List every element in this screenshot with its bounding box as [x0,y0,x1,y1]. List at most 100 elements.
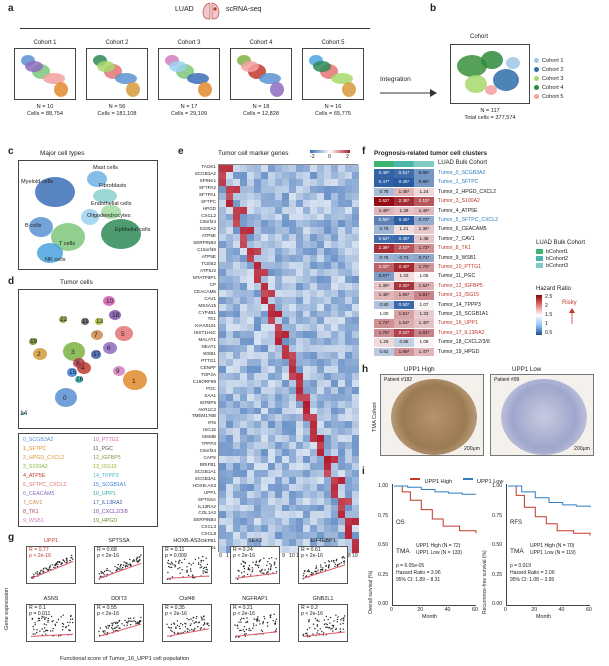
scatter-point [189,629,191,631]
heatmap-cell [240,532,248,540]
heatmap-cell [317,428,325,436]
heatmap-cell [261,178,269,187]
heatmap-cell [331,178,339,187]
heatmap-cell [282,338,290,346]
heatmap-cell [226,199,234,207]
scatter-point [169,566,171,569]
heatmap-cell [282,220,290,228]
scatter-point [270,565,272,568]
cluster-label: Tumor_10_PTTG1 [438,264,482,270]
heatmap-cell [268,178,276,187]
scatter-point [328,627,331,629]
heatmap-cell [233,421,241,429]
heatmap-cell [345,199,353,207]
cohort-n: N = 10 [36,104,54,110]
km-high-n: UPP1 High (N = 70) [530,543,575,549]
scatter-point [184,622,186,625]
scatter-point [167,562,169,564]
heatmap-cell [261,171,269,180]
heatmap-cell [219,532,227,540]
heatmap-cell [303,317,311,325]
heatmap-cell [247,227,255,235]
scatter-point [70,554,73,557]
heatmap-cell [247,442,255,450]
scatter-gene-title: Ctsf48 [179,596,195,602]
heatmap-cell [324,192,332,200]
tumor-cluster [113,366,125,377]
scatter-point [127,564,129,566]
correlation-stat: R = 0.55 [97,605,117,611]
km-curve-low [394,485,476,495]
km-curve-low [508,485,591,508]
scatter-point [340,619,342,621]
heatmap-cell [324,442,332,450]
umap-cluster [43,73,65,84]
heatmap-cell [331,338,339,346]
heatmap-cell [303,490,311,498]
heatmap-cell [226,476,234,484]
heatmap-cell [233,338,241,346]
heatmap-cell [310,331,318,339]
panel-label-f: f [362,146,366,157]
heatmap-cell [226,289,234,297]
heatmap-cell [268,428,276,436]
tumor-cluster-number: 3 [71,349,75,356]
heatmap-cell [331,262,339,270]
regression-line [98,623,142,637]
heatmap-cell [219,428,227,436]
km-low-n: UPP1 Low (N = 119) [530,550,576,556]
heatmap-cell [296,352,304,360]
scatter-point [168,563,170,565]
heatmap-cell [275,317,283,325]
scatter-point [255,561,257,564]
scatter-point [244,562,247,564]
scatter-point [136,556,138,558]
heatmap-cell [282,171,290,180]
heatmap-cell [331,442,339,450]
prognosis-title: Prognosis-related tumor cell clusters [374,150,487,157]
hazard-ratio-cell: 0.58* [374,216,394,225]
heatmap-cell [275,185,283,193]
heatmap-cell [317,303,325,311]
hazard-ratio-cell: 1.76* [374,328,394,338]
heatmap-cell [282,185,290,193]
heatmap-cell [275,539,283,547]
heatmap-cell [261,435,269,443]
heatmap-cell [240,504,248,512]
heatmap-cell [289,359,297,367]
heatmap-cell [352,296,360,304]
heatmap-cell [303,456,311,464]
heatmap-cell [331,525,339,533]
heatmap-cell [338,165,346,173]
heatmap-cell [338,310,346,318]
heatmap-cell [282,469,290,478]
scatter-point [137,560,139,562]
heatmap-cell [331,213,339,221]
heatmap-cell [331,490,339,498]
luad-label: LUAD [175,6,194,13]
heatmap-cell [226,345,234,353]
heatmap-cell [303,386,311,394]
scatter-point [98,630,100,633]
heatmap-cell [226,331,234,339]
scatter-point [195,621,198,623]
heatmap-cell [331,324,339,332]
heatmap-cell [268,275,276,284]
heatmap-cell [324,220,332,228]
scatter-point [122,564,125,566]
heatmap-cell [240,165,248,173]
heatmap-cell [331,539,339,547]
scatter-point [170,561,173,563]
heatmap-cell [317,400,325,408]
heatmap-cell [219,511,227,519]
cluster-label: Tumor_15_SCGB1A1 [438,311,489,317]
heatmap-cell [233,331,241,339]
heatmap-cell [331,310,339,318]
heatmap-cell [226,220,234,228]
scatter-point [200,564,202,566]
heatmap-cell [310,352,318,360]
scatter-point [126,562,128,564]
heatmap-cell [352,310,360,318]
scatter-point [308,571,310,573]
tumor-cluster-number: 5 [121,331,125,338]
